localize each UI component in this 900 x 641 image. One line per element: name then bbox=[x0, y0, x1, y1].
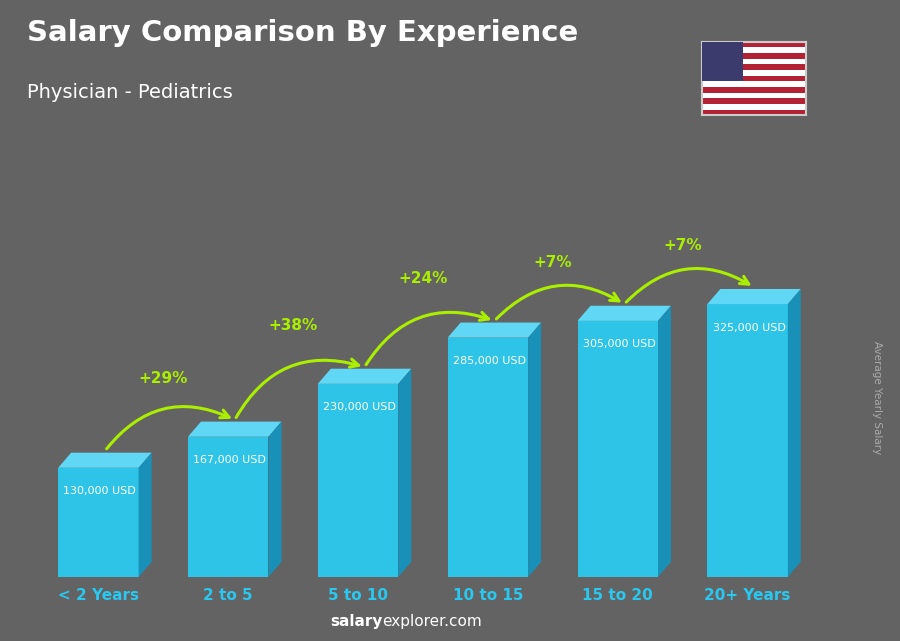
Polygon shape bbox=[447, 338, 528, 577]
Bar bbox=[702, 42, 743, 81]
Polygon shape bbox=[139, 453, 151, 577]
Text: 130,000 USD: 130,000 USD bbox=[63, 487, 136, 496]
Polygon shape bbox=[707, 304, 788, 577]
Text: +24%: +24% bbox=[399, 272, 447, 287]
Text: +38%: +38% bbox=[268, 318, 318, 333]
Polygon shape bbox=[578, 321, 658, 577]
Text: +7%: +7% bbox=[663, 238, 702, 253]
Text: +29%: +29% bbox=[139, 370, 188, 385]
Text: 167,000 USD: 167,000 USD bbox=[194, 455, 266, 465]
Bar bbox=[702, 87, 806, 93]
Text: Salary Comparison By Experience: Salary Comparison By Experience bbox=[27, 19, 578, 47]
Bar bbox=[702, 53, 806, 59]
Text: explorer.com: explorer.com bbox=[382, 615, 482, 629]
Bar bbox=[702, 59, 806, 64]
Polygon shape bbox=[447, 322, 541, 338]
Polygon shape bbox=[318, 369, 411, 384]
Text: Physician - Pediatrics: Physician - Pediatrics bbox=[27, 83, 233, 103]
Text: salary: salary bbox=[330, 615, 382, 629]
Bar bbox=[702, 47, 806, 53]
Polygon shape bbox=[188, 422, 282, 437]
Bar bbox=[702, 70, 806, 76]
Text: 285,000 USD: 285,000 USD bbox=[453, 356, 526, 366]
Text: 230,000 USD: 230,000 USD bbox=[323, 403, 396, 412]
Polygon shape bbox=[788, 289, 801, 577]
Polygon shape bbox=[658, 306, 671, 577]
Polygon shape bbox=[58, 453, 151, 468]
Polygon shape bbox=[399, 369, 411, 577]
Polygon shape bbox=[707, 289, 801, 304]
Bar bbox=[702, 81, 806, 87]
Polygon shape bbox=[268, 422, 282, 577]
Text: Average Yearly Salary: Average Yearly Salary bbox=[872, 341, 883, 454]
Polygon shape bbox=[58, 468, 139, 577]
Text: 305,000 USD: 305,000 USD bbox=[582, 339, 655, 349]
Polygon shape bbox=[578, 306, 671, 321]
Bar bbox=[702, 98, 806, 104]
Bar bbox=[702, 93, 806, 98]
Text: 325,000 USD: 325,000 USD bbox=[713, 322, 786, 333]
Bar bbox=[702, 76, 806, 81]
Bar bbox=[702, 42, 806, 47]
Bar bbox=[702, 104, 806, 110]
Polygon shape bbox=[188, 437, 268, 577]
Polygon shape bbox=[528, 322, 541, 577]
Text: +7%: +7% bbox=[534, 254, 572, 270]
Bar bbox=[702, 110, 806, 115]
Bar bbox=[702, 64, 806, 70]
Polygon shape bbox=[318, 384, 399, 577]
